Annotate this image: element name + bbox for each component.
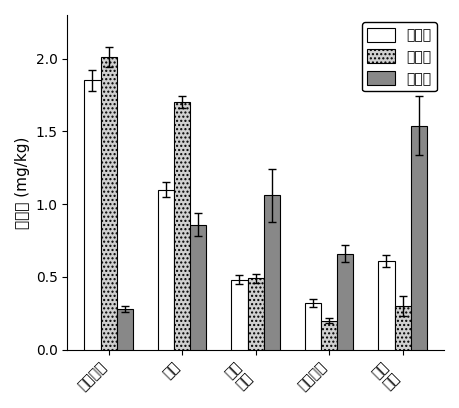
Bar [411,126,427,350]
Bar [117,309,133,350]
Bar [264,195,280,350]
Legend: 茎浓度, 叶浓度, 根浓度: 茎浓度, 叶浓度, 根浓度 [362,22,437,91]
Bar [247,278,264,350]
Bar [305,303,321,350]
Y-axis label: 茎浓度 (mg/kg): 茎浓度 (mg/kg) [15,136,30,228]
Bar [321,321,337,350]
Bar [101,57,117,350]
Bar [158,190,174,350]
Bar [395,306,411,350]
Bar [84,80,101,350]
Bar [190,224,207,350]
Bar [378,261,395,350]
Bar [231,280,247,350]
Bar [337,254,353,350]
Bar [174,102,190,350]
